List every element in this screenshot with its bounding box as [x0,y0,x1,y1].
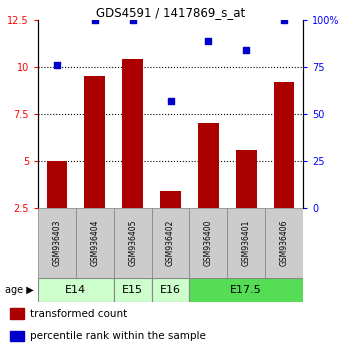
Point [54,62,59,68]
Title: GDS4591 / 1417869_s_at: GDS4591 / 1417869_s_at [96,6,245,19]
Point [281,17,287,23]
Bar [151,208,189,278]
Bar [114,208,151,278]
Bar [189,278,303,302]
Text: GSM936400: GSM936400 [204,220,213,266]
Bar [114,278,151,302]
Text: percentile rank within the sample: percentile rank within the sample [30,331,206,341]
Text: transformed count: transformed count [30,309,128,319]
Bar [189,208,227,278]
Text: E17.5: E17.5 [230,285,262,295]
Bar [76,208,114,278]
Bar [38,208,76,278]
Text: E16: E16 [160,285,181,295]
Text: GSM936405: GSM936405 [128,220,137,266]
Point [130,17,135,23]
Bar [10,331,24,341]
Text: E15: E15 [122,285,143,295]
Text: age ▶: age ▶ [5,285,34,295]
Bar [10,308,24,319]
Text: GSM936401: GSM936401 [242,220,251,266]
Bar [274,82,294,208]
Bar [198,124,219,208]
Point [206,38,211,44]
Point [92,17,97,23]
Point [243,47,249,53]
Text: GSM936403: GSM936403 [52,220,62,266]
Bar [160,191,181,208]
Text: GSM936404: GSM936404 [90,220,99,266]
Bar [122,59,143,208]
Bar [236,150,257,208]
Text: GSM936406: GSM936406 [280,220,289,266]
Bar [38,278,114,302]
Bar [84,76,105,208]
Text: E14: E14 [65,285,87,295]
Text: GSM936402: GSM936402 [166,220,175,266]
Bar [151,278,189,302]
Bar [227,208,265,278]
Point [168,98,173,104]
Bar [47,161,67,208]
Bar [265,208,303,278]
